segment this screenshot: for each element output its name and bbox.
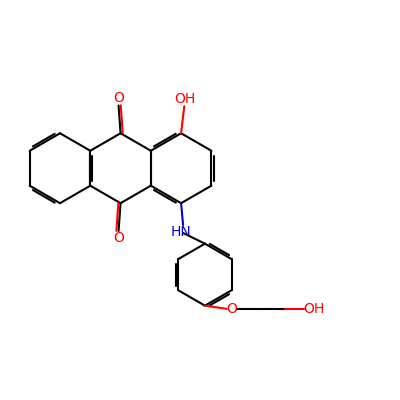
Text: O: O <box>113 231 124 245</box>
Text: O: O <box>226 302 237 316</box>
Text: O: O <box>113 91 124 105</box>
Text: HN: HN <box>171 225 192 239</box>
Text: OH: OH <box>174 92 196 106</box>
Text: OH: OH <box>304 302 325 316</box>
